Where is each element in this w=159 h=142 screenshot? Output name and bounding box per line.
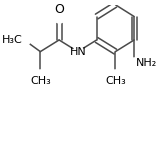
Text: NH₂: NH₂ [136, 58, 157, 68]
Text: HN: HN [69, 47, 86, 57]
Text: O: O [54, 3, 64, 16]
Text: CH₃: CH₃ [30, 76, 51, 86]
Text: CH₃: CH₃ [105, 76, 126, 86]
Text: H₃C: H₃C [2, 35, 23, 45]
